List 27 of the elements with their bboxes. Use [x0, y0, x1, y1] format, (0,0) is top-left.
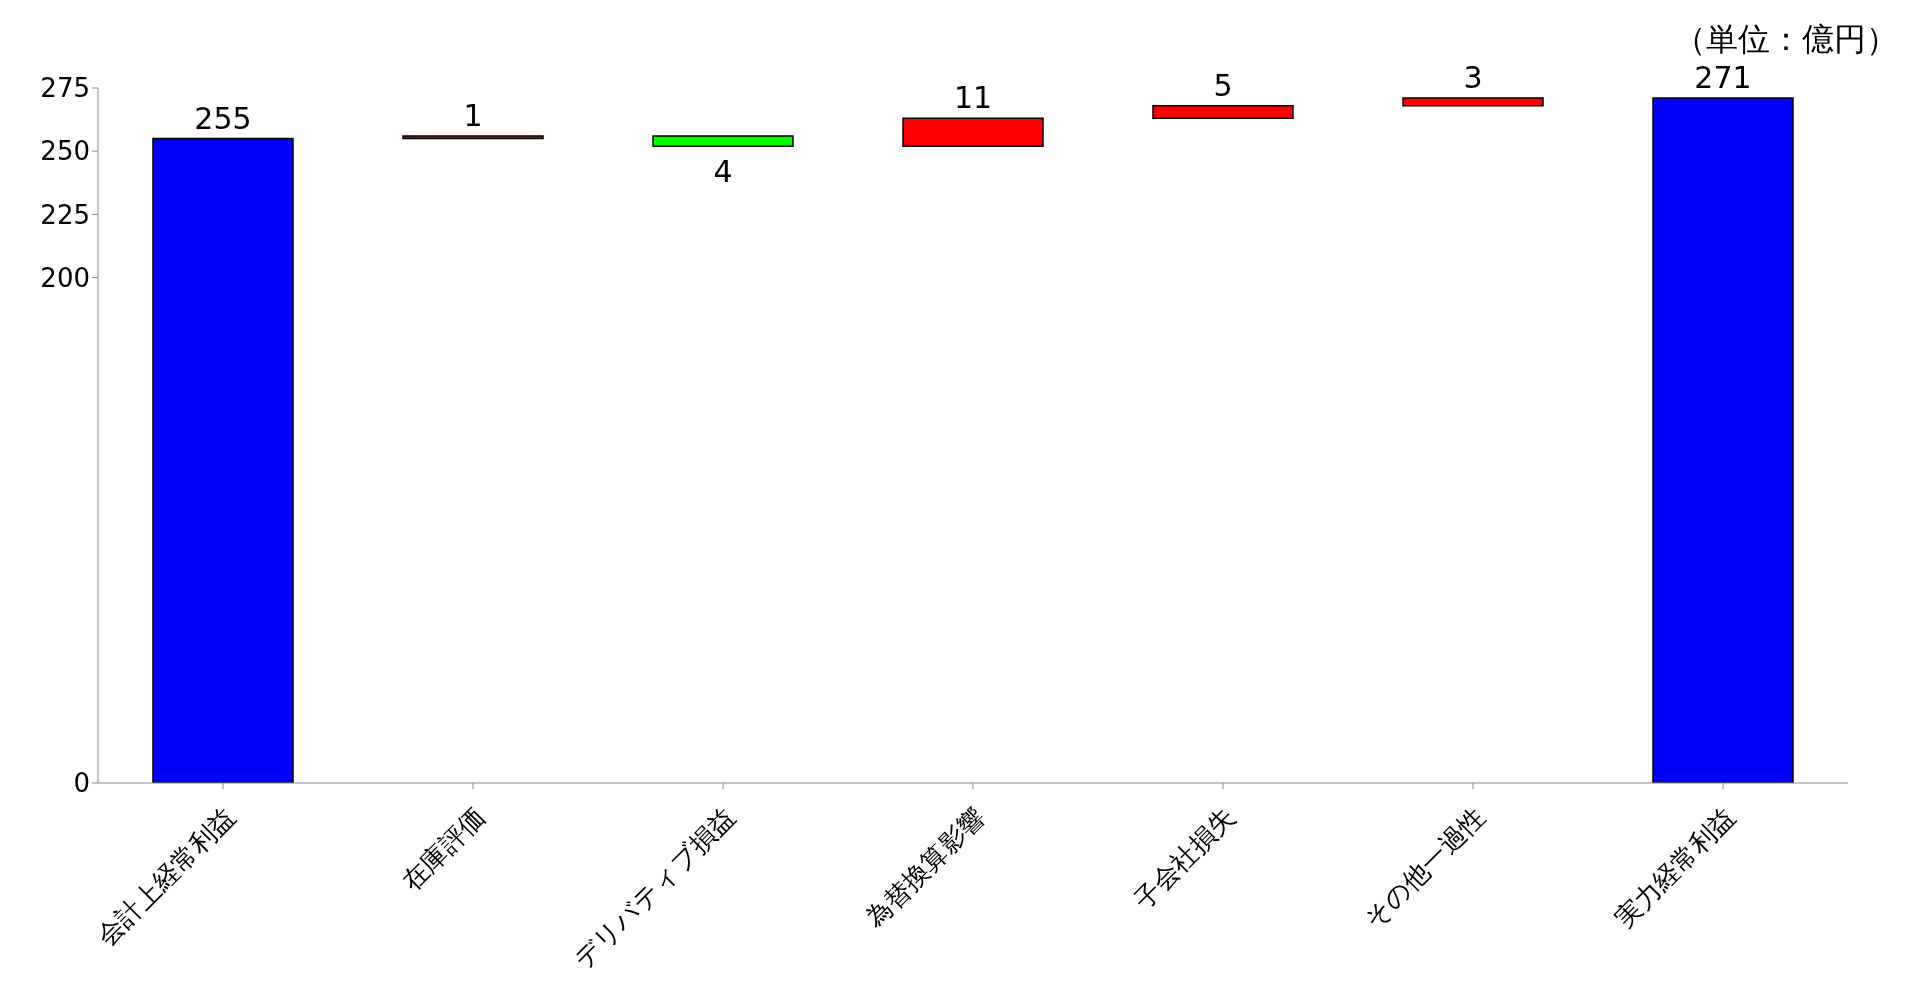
bar [652, 135, 794, 147]
y-tick-label: 0 [73, 768, 90, 799]
y-tick-label: 225 [40, 199, 90, 230]
x-tick-label: 会計上経常利益 [90, 801, 241, 952]
data-label: 1 [463, 98, 483, 134]
bar [1152, 104, 1294, 120]
x-tick-label: 実力経常利益 [1609, 801, 1741, 934]
bar [902, 117, 1044, 147]
data-label: 11 [953, 80, 993, 116]
data-label: 3 [1463, 60, 1483, 96]
x-tick-label: 在庫評価 [396, 801, 491, 897]
bar [402, 135, 544, 140]
data-label: 5 [1213, 67, 1233, 103]
y-tick-label: 275 [40, 73, 90, 104]
x-tick-label: その他一過性 [1357, 801, 1491, 935]
x-tick-label: デリバティブ損益 [568, 801, 741, 975]
y-tick-label: 200 [40, 262, 90, 293]
text: （単位：億円） [1674, 19, 1898, 60]
data-label: 4 [713, 154, 733, 190]
bar [1652, 97, 1794, 783]
x-tick-label: 為替換算影響 [859, 801, 991, 934]
bar [1402, 97, 1544, 107]
x-tick-label: 子会社損失 [1127, 801, 1241, 915]
y-tick-label: 250 [40, 136, 90, 167]
data-label: 271 [1694, 60, 1752, 96]
bar [152, 137, 294, 783]
data-label: 255 [194, 100, 252, 136]
